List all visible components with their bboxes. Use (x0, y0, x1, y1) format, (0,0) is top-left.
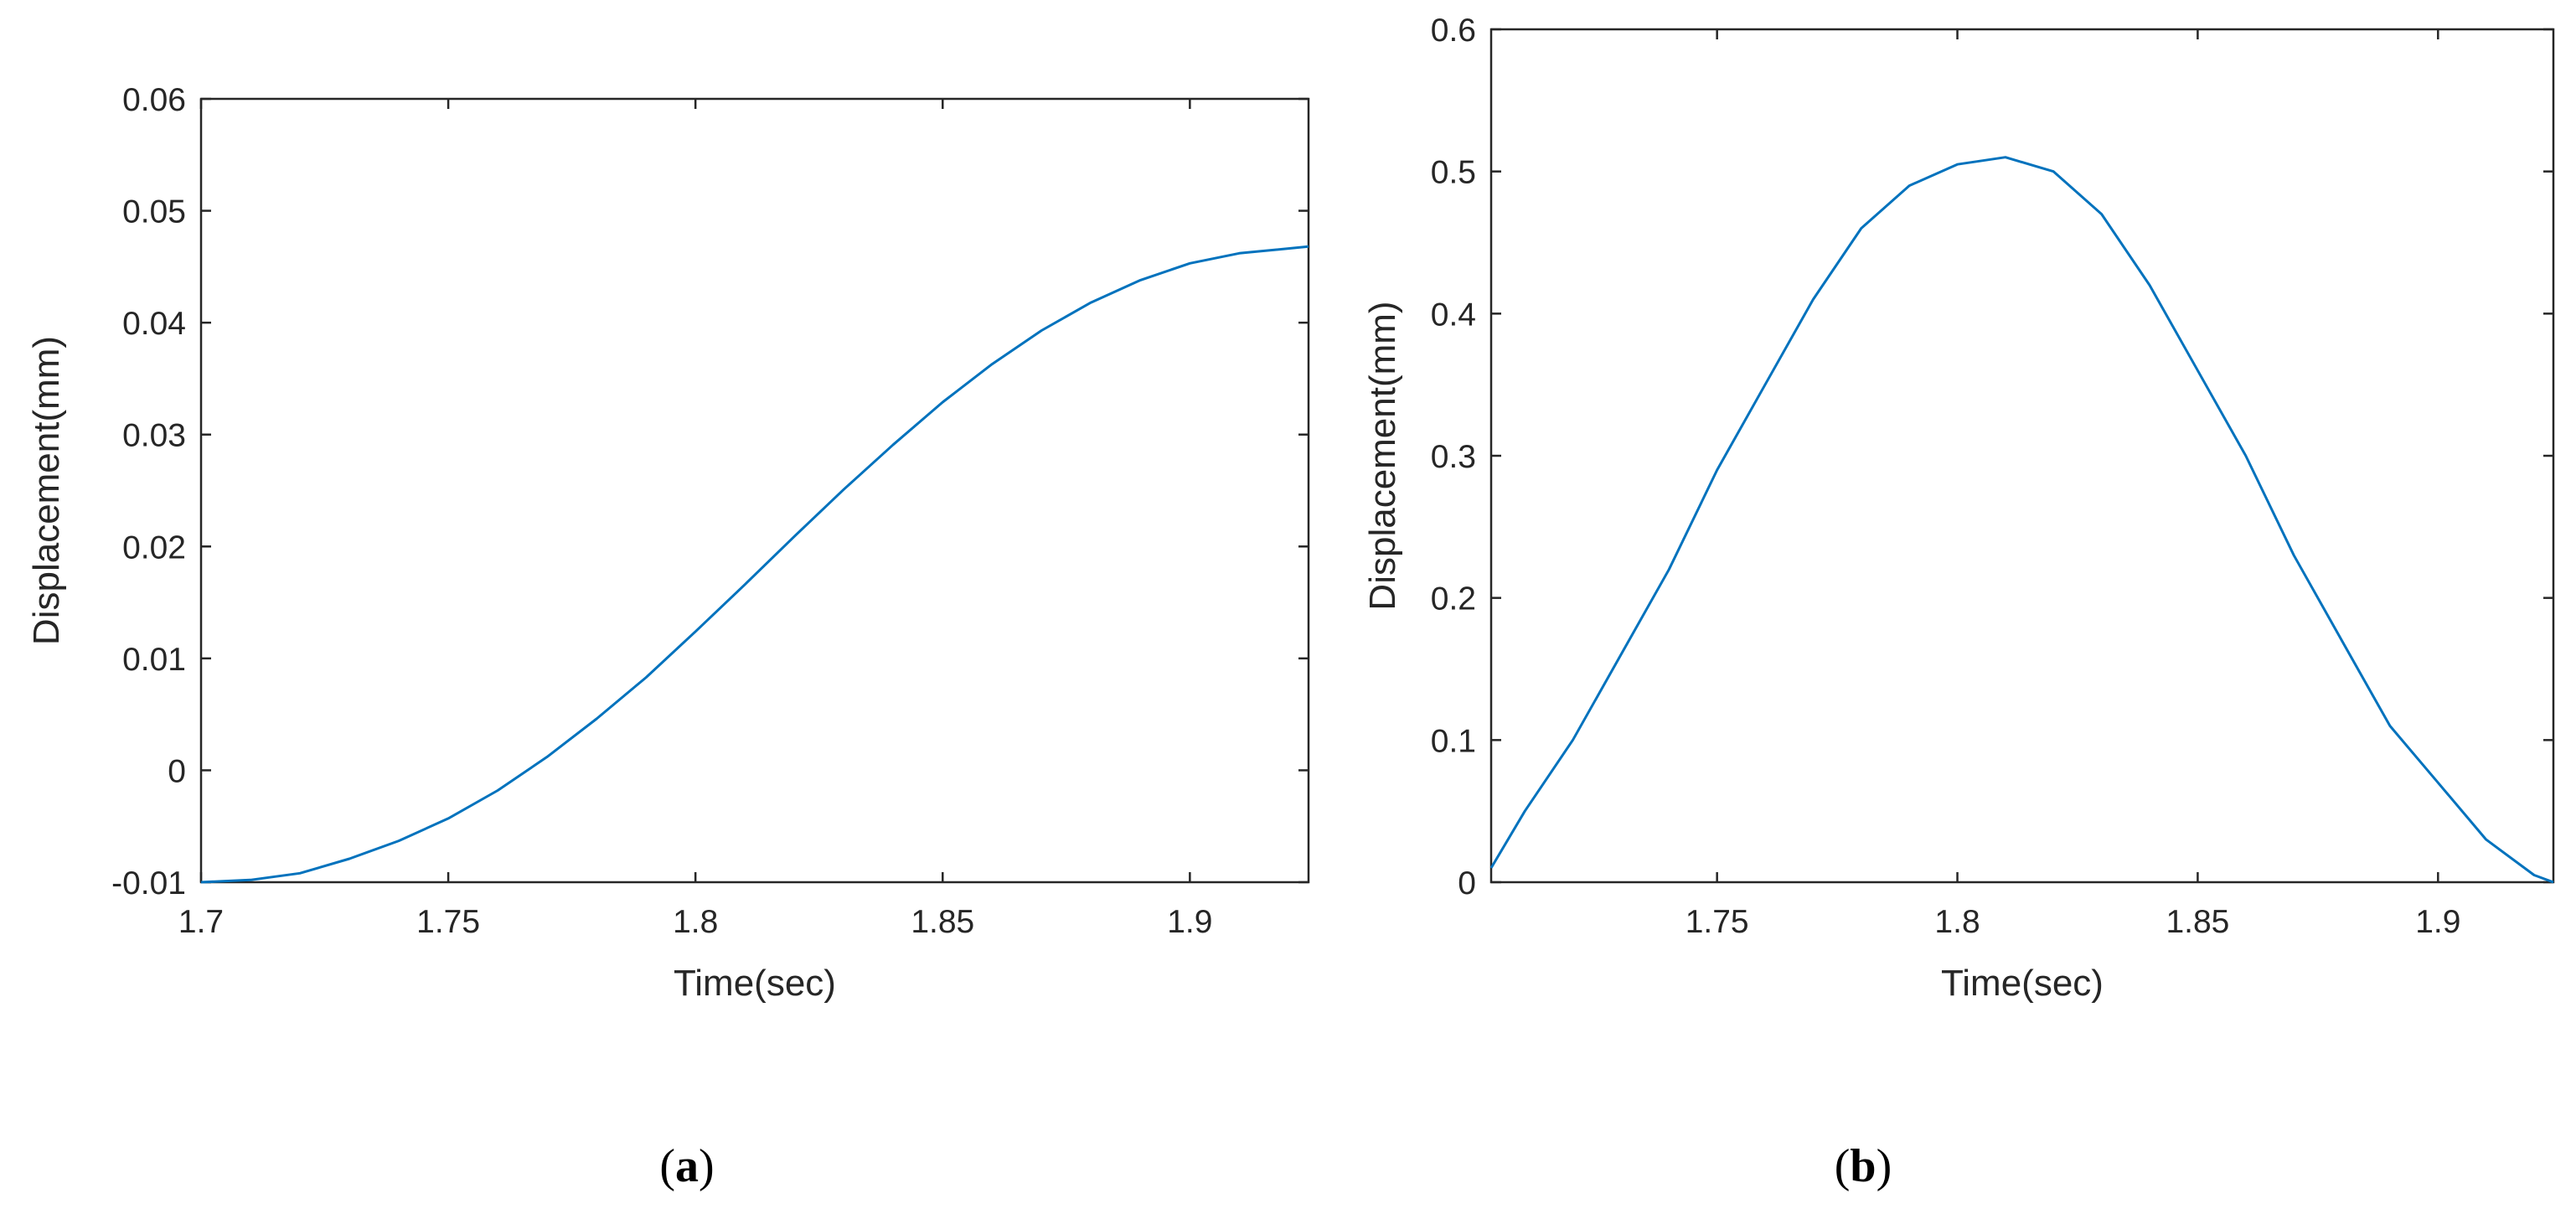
y-tick-label: 0.05 (122, 194, 186, 230)
y-tick-label: 0 (1458, 865, 1476, 901)
y-axis-title: Displacement(mm) (1362, 301, 1403, 610)
y-tick-label: 0.4 (1431, 297, 1476, 333)
x-tick-label: 1.8 (673, 904, 718, 940)
y-tick-label: 0.01 (122, 642, 186, 678)
x-axis-title: Time(sec) (1941, 963, 2104, 1004)
plot-area-frame (1489, 28, 2555, 884)
panel-label: (b) (1835, 1140, 1892, 1192)
y-tick-label: 0 (168, 753, 186, 789)
y-tick-label: -0.01 (111, 865, 186, 901)
x-tick-label: 1.9 (2415, 904, 2460, 940)
y-tick-label: 0.02 (122, 529, 186, 566)
panel-label: (a) (659, 1140, 714, 1192)
x-tick-label: 1.85 (2166, 904, 2229, 940)
plot-area-frame (199, 97, 1310, 884)
x-tick-label: 1.8 (1934, 904, 1980, 940)
panel-label-letter: b (1850, 1140, 1876, 1192)
panel-b: 1.75 1.8 1.85 1.9 0 0.1 0.2 0.3 0.4 0.5 0.6 Time(se… (1362, 13, 2555, 1192)
y-tick-label: 0.6 (1431, 13, 1476, 49)
x-axis-title: Time(sec) (674, 963, 836, 1004)
x-tick-label: 1.75 (1685, 904, 1749, 940)
x-tick-label: 1.9 (1167, 904, 1212, 940)
y-tick-label: 0.3 (1431, 439, 1476, 475)
y-axis-title: Displacement(mm) (26, 336, 67, 645)
y-tick-label: 0.03 (122, 418, 186, 454)
y-tick-label: 0.06 (122, 82, 186, 118)
series-line-0 (200, 245, 1309, 884)
y-tick-label: 0.2 (1431, 581, 1476, 617)
x-tick-label: 1.7 (178, 904, 224, 940)
series-line-0 (1489, 156, 2554, 884)
x-tick-label: 1.85 (911, 904, 974, 940)
y-tick-label: 0.1 (1431, 723, 1476, 759)
y-tick-label: 0.04 (122, 306, 186, 342)
panel-a: 1.7 1.75 1.8 1.85 1.9 -0.01 0 0.01 0.02 0.03 0.04 0… (26, 82, 1310, 1192)
panel-label-letter: a (675, 1140, 699, 1192)
y-tick-label: 0.5 (1431, 155, 1476, 191)
x-tick-label: 1.75 (416, 904, 480, 940)
